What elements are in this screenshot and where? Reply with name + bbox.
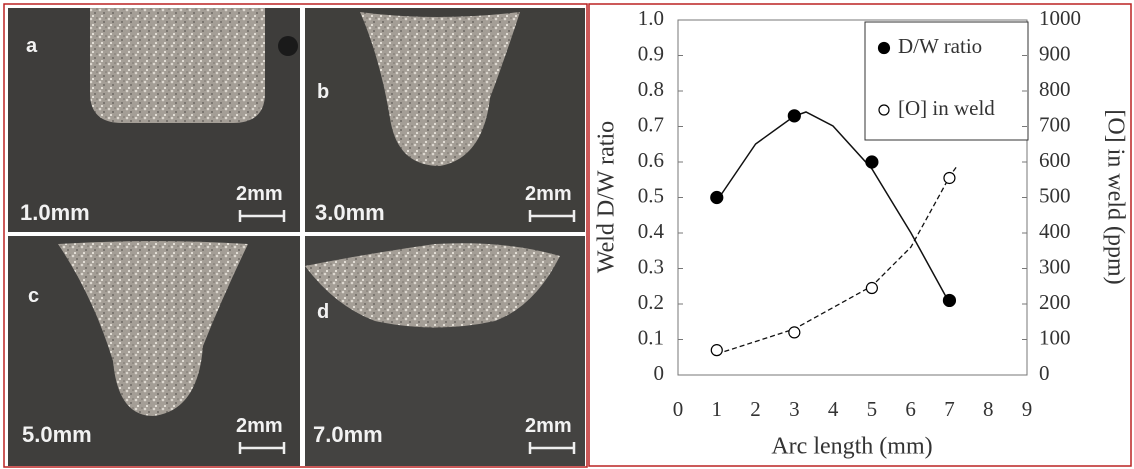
y2-tick-label: 500 xyxy=(1039,183,1071,207)
x-tick-label: 2 xyxy=(750,397,761,421)
y-tick-label: 0.6 xyxy=(638,148,664,172)
scale-label: 2mm xyxy=(236,415,283,437)
arc-length: 5.0mm xyxy=(22,422,92,447)
panel-letter: b xyxy=(317,81,329,103)
legend-marker xyxy=(877,41,891,55)
fit-curve xyxy=(716,111,951,305)
y2-axis-label: [O] in weld (ppm) xyxy=(1102,109,1128,284)
y-tick-label: 0.2 xyxy=(638,290,664,314)
x-tick-label: 5 xyxy=(867,397,878,421)
y2-tick-label: 100 xyxy=(1039,325,1071,349)
x-tick-label: 4 xyxy=(828,397,839,421)
y-tick-label: 0.7 xyxy=(638,112,664,136)
data-point xyxy=(865,155,879,169)
data-point xyxy=(710,190,724,205)
y2-tick-label: 1000 xyxy=(1039,6,1081,30)
x-tick-label: 1 xyxy=(712,397,723,421)
data-point xyxy=(865,281,878,295)
scale-label: 2mm xyxy=(525,415,572,437)
fit-curve xyxy=(716,165,958,355)
legend-marker xyxy=(878,104,890,116)
panel-c: c 5.0mm 2mm xyxy=(8,236,300,466)
frame xyxy=(588,3,1132,467)
y2-tick-label: 600 xyxy=(1039,148,1071,172)
data-point xyxy=(943,171,956,185)
x-tick-label: 8 xyxy=(983,397,994,421)
y-axis-label: Weld D/W ratio xyxy=(594,121,620,273)
y2-tick-label: 300 xyxy=(1039,254,1071,278)
x-tick-label: 9 xyxy=(1022,397,1033,421)
y-tick-label: 0.5 xyxy=(638,183,664,207)
y2-tick-label: 200 xyxy=(1039,290,1071,314)
y-tick-label: 0.3 xyxy=(638,254,664,278)
chart: Arc length (mm) Weld D/W ratio [O] in we… xyxy=(588,3,1132,467)
y2-tick-label: 700 xyxy=(1039,112,1071,136)
y-tick-label: 0.1 xyxy=(638,325,664,349)
x-axis-label: Arc length (mm) xyxy=(771,434,932,460)
y2-tick-label: 900 xyxy=(1039,41,1071,65)
legend-label: D/W ratio xyxy=(898,34,982,58)
scale-label: 2mm xyxy=(525,183,572,205)
panel-b: b 3.0mm 2mm xyxy=(305,8,585,232)
y-tick-label: 0.8 xyxy=(638,77,664,101)
data-point xyxy=(942,293,957,308)
panel-letter: d xyxy=(317,301,329,323)
y-tick-label: 1.0 xyxy=(638,6,664,30)
data-point xyxy=(787,109,801,123)
x-tick-label: 3 xyxy=(789,397,800,421)
micrographs: a 1.0mm 2mm b 3.0mm 2mm c 5.0mm 2mm d 7.… xyxy=(3,3,588,468)
panel-letter: c xyxy=(28,285,39,307)
arc-length: 1.0mm xyxy=(20,200,90,225)
legend-label: [O] in weld xyxy=(898,96,995,120)
data-point xyxy=(788,326,801,339)
frame xyxy=(3,3,588,468)
panel-d: d 7.0mm 2mm xyxy=(305,236,585,466)
y-tick-label: 0.9 xyxy=(638,41,664,65)
arc-length: 3.0mm xyxy=(315,200,385,225)
x-tick-label: 6 xyxy=(905,397,916,421)
y2-tick-label: 0 xyxy=(1039,361,1050,385)
scale-label: 2mm xyxy=(236,183,283,205)
y2-tick-label: 800 xyxy=(1039,77,1071,101)
panel-letter: a xyxy=(26,35,38,57)
y-tick-label: 0.4 xyxy=(638,219,665,243)
x-tick-label: 7 xyxy=(944,397,955,421)
y-tick-label: 0 xyxy=(654,361,665,385)
x-tick-label: 0 xyxy=(673,397,684,421)
legend xyxy=(864,21,1029,141)
data-point xyxy=(710,344,723,357)
panel-a: a 1.0mm 2mm xyxy=(8,8,300,232)
arc-length: 7.0mm xyxy=(313,422,383,447)
y2-tick-label: 400 xyxy=(1039,219,1071,243)
